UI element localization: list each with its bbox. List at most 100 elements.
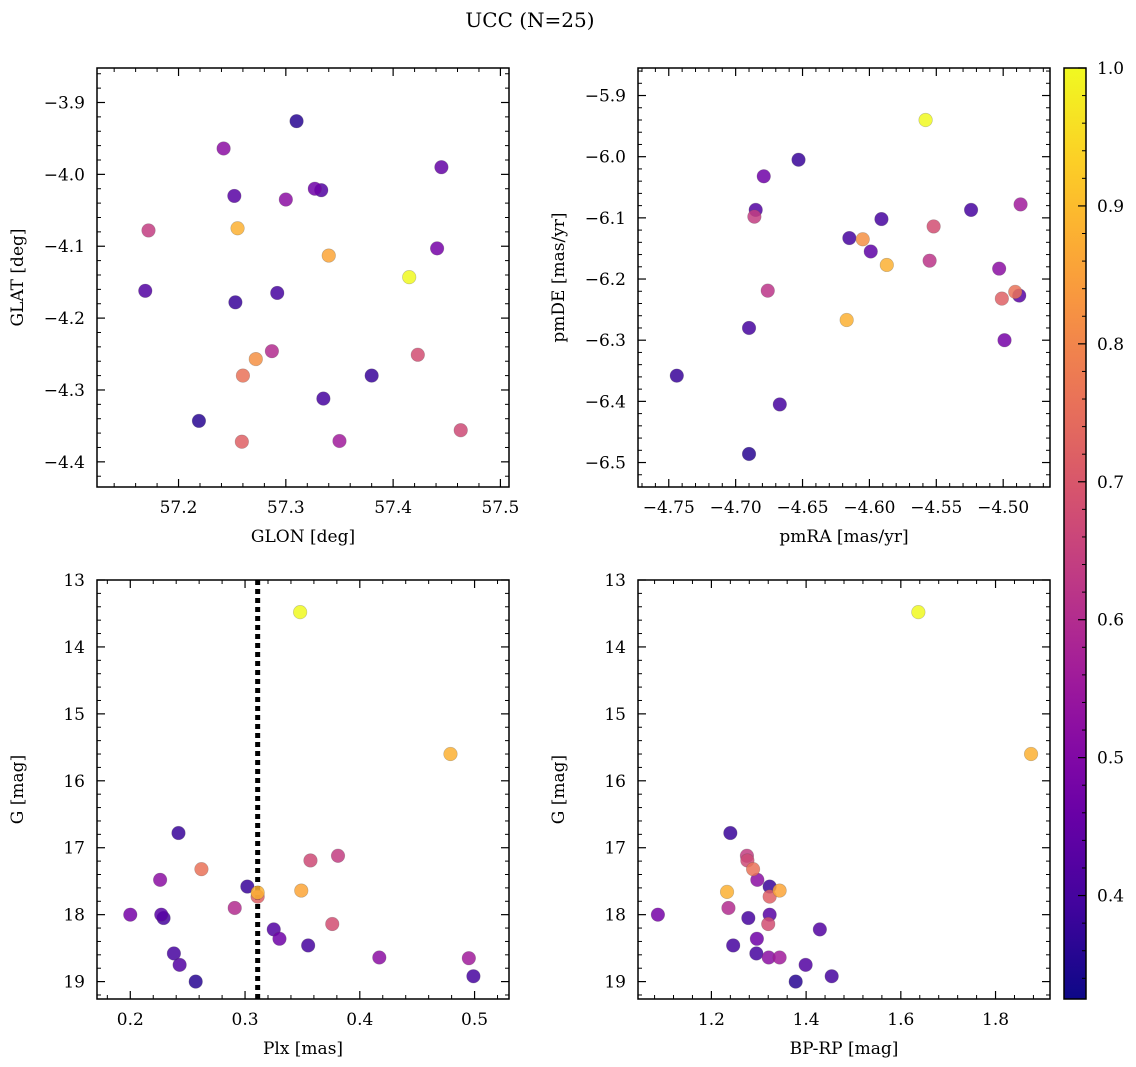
y-tick-label: −4.4	[44, 453, 85, 473]
x-tick-label: 57.4	[374, 498, 412, 518]
data-point	[316, 391, 331, 406]
x-tick-label: 1.8	[982, 1010, 1009, 1030]
y-tick-label: −6.3	[585, 331, 626, 351]
y-axis-label: G [mag]	[8, 755, 28, 824]
x-tick-label: 0.2	[117, 1010, 144, 1030]
y-tick-label: 19	[63, 973, 85, 993]
x-tick-label: −4.50	[977, 498, 1029, 518]
data-point	[842, 230, 857, 246]
data-point	[443, 746, 458, 762]
data-point	[216, 141, 231, 156]
data-point	[855, 232, 870, 247]
data-point	[749, 931, 764, 946]
x-tick-label: 1.4	[793, 1010, 820, 1030]
data-point	[278, 192, 293, 207]
data-point	[745, 862, 761, 877]
data-point	[166, 946, 181, 961]
y-tick-label: 14	[63, 638, 85, 658]
data-point	[723, 825, 738, 841]
data-point	[325, 916, 340, 932]
data-point	[410, 347, 425, 362]
data-point	[453, 423, 468, 438]
x-tick-label: 0.5	[461, 1010, 488, 1030]
data-point	[227, 900, 242, 916]
y-tick-label: −4.2	[44, 309, 85, 329]
data-point	[138, 283, 153, 298]
panel-glon-glat: 57.2 57.3 57.4 57.5 −3.9 −4.0 −4.1 −4.2 −4.3 −4.4…	[8, 67, 519, 547]
x-tick-label: 1.6	[887, 1010, 914, 1030]
axes-frame	[637, 67, 1051, 488]
y-tick-label: −6.2	[585, 270, 626, 290]
data-point	[332, 433, 347, 449]
data-point	[721, 900, 736, 916]
data-point	[922, 253, 937, 268]
data-point	[874, 211, 889, 227]
panel-pm: −4.75 −4.70 −4.65 −4.60 −4.55 −4.50 −5.9 −6.0 −6…	[549, 67, 1051, 547]
data-point	[293, 605, 308, 620]
data-point	[461, 951, 476, 966]
data-point	[824, 969, 839, 984]
data-point	[747, 209, 762, 224]
data-point	[264, 344, 279, 359]
data-point	[994, 291, 1009, 306]
x-axis-label: BP-RP [mag]	[790, 1039, 899, 1059]
x-tick-label: −4.65	[776, 498, 828, 518]
colorbar-tick-label: 0.9	[1097, 197, 1124, 217]
y-tick-label: −6.5	[585, 454, 626, 474]
y-tick-label: −4.3	[44, 381, 85, 401]
data-point	[756, 169, 771, 184]
y-tick-label: −6.0	[585, 148, 626, 168]
data-point	[171, 825, 186, 841]
data-point	[1013, 197, 1028, 212]
data-point	[289, 114, 304, 129]
y-tick-label: 14	[604, 638, 626, 658]
data-point	[188, 974, 203, 989]
data-point	[772, 397, 787, 412]
data-point	[992, 261, 1007, 276]
y-tick-label: 13	[63, 571, 85, 591]
data-point	[402, 270, 417, 285]
x-tick-label: 57.2	[160, 498, 198, 518]
data-point	[772, 883, 787, 898]
colorbar-tick-label: 0.4	[1097, 887, 1124, 907]
x-axis-label: pmRA [mas/yr]	[779, 527, 908, 547]
data-point	[172, 957, 187, 972]
data-point	[669, 368, 684, 383]
data-point	[926, 219, 941, 234]
y-tick-label: −6.4	[585, 392, 626, 412]
data-point	[153, 872, 168, 887]
data-point	[270, 285, 285, 301]
colorbar-tick-label: 0.5	[1097, 749, 1124, 769]
data-point	[911, 605, 926, 620]
x-axis-label: Plx [mas]	[263, 1039, 343, 1059]
data-point	[918, 112, 933, 128]
y-axis-label: G [mag]	[549, 755, 569, 824]
data-point	[364, 368, 379, 383]
y-tick-label: −4.0	[44, 165, 85, 185]
data-point	[430, 241, 445, 256]
y-tick-label: 18	[63, 906, 85, 926]
data-point	[741, 320, 757, 336]
data-point	[228, 295, 243, 310]
colorbar-tick-label: 0.6	[1097, 611, 1124, 631]
y-axis-label: pmDE [mas/yr]	[549, 212, 569, 342]
data-point	[330, 848, 346, 863]
x-tick-label: −4.75	[643, 498, 695, 518]
axes-frame	[637, 579, 1051, 1000]
colorbar-gradient	[1064, 68, 1086, 999]
data-point	[303, 853, 318, 868]
data-point	[798, 957, 813, 972]
data-point	[307, 181, 322, 196]
x-tick-label: 1.2	[698, 1010, 725, 1030]
y-tick-label: 17	[604, 839, 626, 859]
data-point	[741, 446, 757, 462]
data-point	[194, 862, 209, 877]
axes-frame	[96, 579, 510, 1000]
colorbar-tick-label: 0.7	[1097, 473, 1124, 493]
x-tick-label: −4.60	[843, 498, 895, 518]
data-point	[141, 223, 156, 238]
data-point	[434, 160, 449, 175]
x-tick-label: 0.3	[232, 1010, 259, 1030]
data-point	[719, 884, 735, 900]
